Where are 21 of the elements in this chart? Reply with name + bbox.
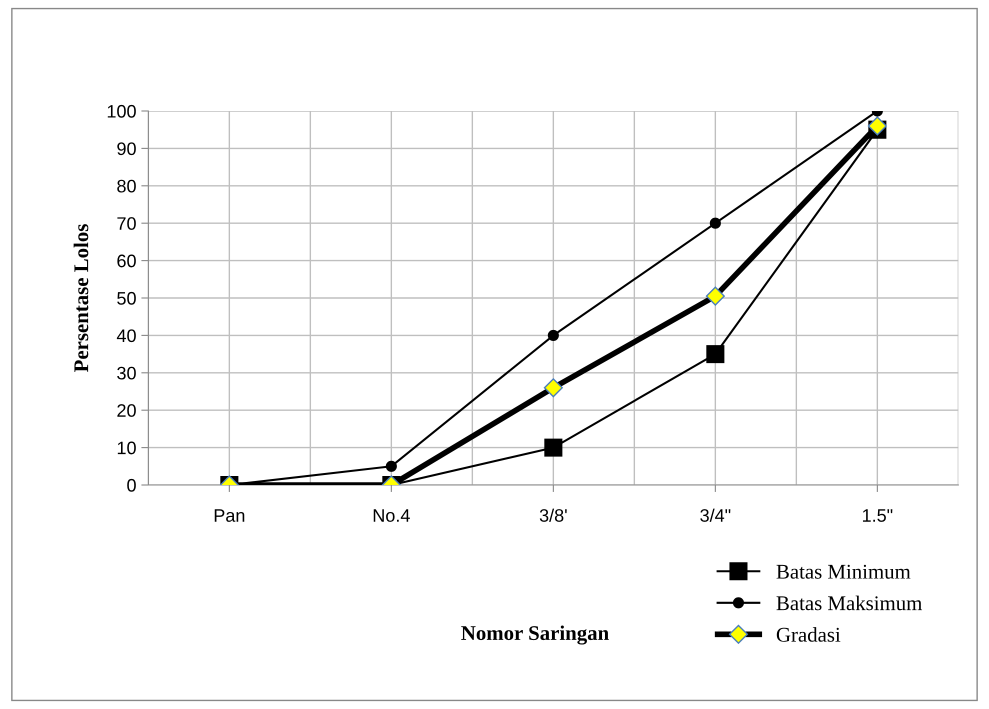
y-tick-label: 90 xyxy=(117,142,136,156)
legend-label: Gradasi xyxy=(776,627,840,642)
x-tick-label: Pan xyxy=(214,509,244,522)
y-tick-label: 70 xyxy=(117,217,136,230)
x-tick-label: No.4 xyxy=(374,509,410,522)
y-tick-label: 60 xyxy=(117,254,136,268)
y-tick-label: 50 xyxy=(117,292,136,305)
y-tick-label: 30 xyxy=(117,366,136,380)
legend-label: Batas Minimum xyxy=(776,564,910,579)
x-tick-label: 3/8' xyxy=(540,508,567,522)
y-tick-label: 20 xyxy=(117,404,136,417)
x-axis-title: Nomor Saringan xyxy=(461,625,609,645)
x-tick-label: 1.5" xyxy=(862,509,892,522)
y-tick-label: 0 xyxy=(127,478,136,492)
y-tick-label: 40 xyxy=(116,329,136,342)
y-tick-label: 80 xyxy=(117,180,136,193)
y-axis-title: Persentase Lolos xyxy=(74,224,88,372)
y-tick-label: 100 xyxy=(108,104,136,118)
y-tick-label: 10 xyxy=(118,442,136,454)
x-tick-label: 3/4" xyxy=(700,508,730,522)
legend-label: Batas Maksimum xyxy=(776,596,922,610)
